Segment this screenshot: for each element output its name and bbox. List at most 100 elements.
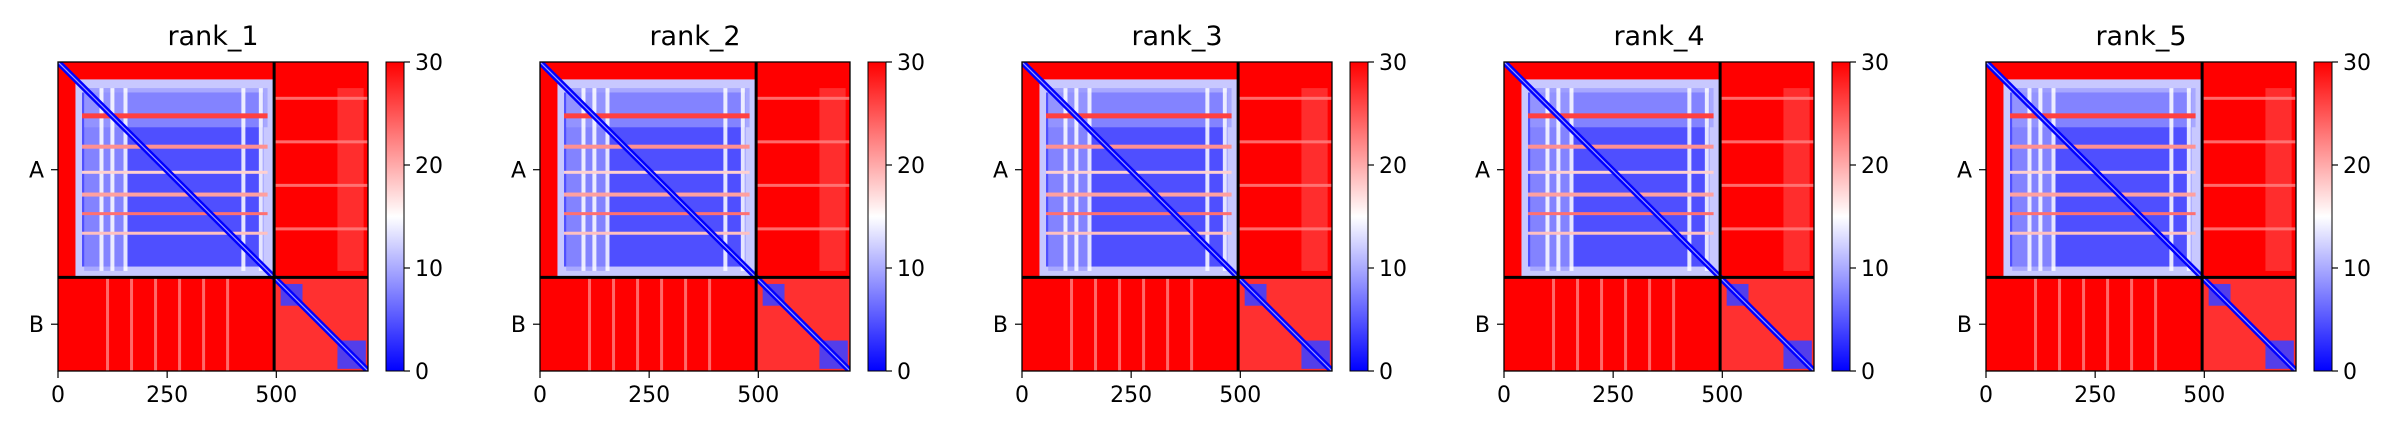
block-a-streak (1046, 113, 1232, 119)
offdiag-texture (2202, 96, 2296, 100)
x-tick-label: 500 (255, 383, 297, 408)
colorbar-tick-label: 30 (1379, 51, 1407, 76)
diagonal-highlight (1022, 62, 1332, 371)
block-a-white-col (1205, 88, 1210, 271)
heatmap-image (540, 62, 850, 371)
colorbar-tick-label: 30 (1861, 51, 1889, 76)
heatmap-image (1022, 62, 1332, 371)
block-a-white-col (1704, 88, 1709, 271)
block-a-white-col (1087, 88, 1092, 271)
offdiag-texture (1600, 277, 1604, 371)
block-a-white-col (241, 88, 246, 271)
chain-label: A (993, 159, 1008, 184)
colorbar-tick-label: 20 (1861, 154, 1889, 179)
block-a-streak (1528, 192, 1714, 197)
block-a-white-col (605, 88, 610, 271)
offdiag-texture (202, 277, 206, 371)
chain-label: B (29, 313, 44, 338)
panel-title: rank_4 (1613, 21, 1704, 52)
block-a-white-col (1074, 88, 1079, 271)
panel-3: rank_3 0 250 500 A B 0 10 20 30 (993, 21, 1407, 408)
block-a-white-col (1569, 88, 1574, 271)
colorbar-tick-label: 30 (897, 51, 925, 76)
offdiag-texture (2106, 277, 2110, 371)
offdiag-texture (1190, 277, 1194, 371)
block-a-streak (2010, 113, 2196, 119)
offdiag-texture (1720, 96, 1814, 100)
colorbar-tick-label: 0 (1379, 360, 1393, 385)
offdiag-texture (1552, 277, 1556, 371)
offdiag-texture (106, 277, 110, 371)
plot-frame (539, 61, 851, 372)
block-a-streak (82, 113, 268, 119)
x-tick-label: 250 (628, 383, 670, 408)
block-a-white-col (258, 88, 263, 271)
block-a-white-col (110, 88, 115, 271)
block-a-streak (564, 212, 750, 216)
block-a-streak (2010, 144, 2196, 149)
offdiag-texture (1094, 277, 1098, 371)
colorbar-tick-label: 0 (1861, 360, 1875, 385)
panel-5: rank_5 0 250 500 A B 0 10 20 30 (1957, 21, 2371, 408)
block-a-white-col (2038, 88, 2043, 271)
block-a-streak (1528, 231, 1714, 235)
panel-1: rank_1 0 250 500 A B 0 10 20 30 (29, 21, 443, 408)
colorbar (1349, 61, 1369, 372)
chain-label: B (511, 313, 526, 338)
plot-frame (57, 61, 369, 372)
chain-label: B (1475, 313, 1490, 338)
colorbar-tick-label: 0 (415, 360, 429, 385)
colorbar-tick-label: 0 (897, 360, 911, 385)
offdiag-texture (756, 183, 850, 187)
block-a-streak (1528, 144, 1714, 149)
offdiag-texture (274, 96, 368, 100)
offdiag-texture (1118, 277, 1122, 371)
block-a-streak (1046, 170, 1232, 174)
colorbar-tick-label: 20 (2343, 154, 2371, 179)
offdiag-texture (1238, 96, 1332, 100)
block-a-white-col (99, 88, 104, 271)
offdiag-texture (1142, 277, 1146, 371)
block-a-streak (1046, 231, 1232, 235)
panel-title: rank_1 (167, 21, 258, 52)
offdiag-texture (2034, 277, 2038, 371)
plot-frame (1021, 61, 1333, 372)
offdiag-texture (660, 277, 664, 371)
colorbar-tick-label: 20 (897, 154, 925, 179)
offdiag-texture (274, 227, 368, 231)
block-a-streak (564, 192, 750, 197)
offdiag-texture (274, 183, 368, 187)
block-a-white-col (1687, 88, 1692, 271)
plot-frame (1985, 61, 2297, 372)
colorbar-tick-label: 10 (897, 257, 925, 282)
x-tick-label: 250 (146, 383, 188, 408)
offdiag-texture (130, 277, 134, 371)
offdiag-texture (226, 277, 230, 371)
chain-label: A (29, 159, 44, 184)
block-a-streak (82, 231, 268, 235)
block-a-white-col (1063, 88, 1068, 271)
offdiag-texture (819, 88, 846, 271)
colorbar-tick-label: 20 (415, 154, 443, 179)
block-a-streak (82, 144, 268, 149)
x-tick-label: 500 (2183, 383, 2225, 408)
offdiag-texture (154, 277, 158, 371)
diagonal-highlight (1504, 62, 1814, 371)
panel-2: rank_2 0 250 500 A B 0 10 20 30 (511, 21, 925, 408)
block-a-white-col (1222, 88, 1227, 271)
block-a-streak (2010, 231, 2196, 235)
block-a-white-col (723, 88, 728, 271)
offdiag-texture (1301, 88, 1328, 271)
block-a-white-col (1556, 88, 1561, 271)
offdiag-texture (1624, 277, 1628, 371)
offdiag-texture (2202, 183, 2296, 187)
offdiag-texture (1720, 227, 1814, 231)
chain-label: A (1475, 159, 1490, 184)
offdiag-texture (2130, 277, 2134, 371)
x-tick-label: 500 (737, 383, 779, 408)
block-a-streak (564, 231, 750, 235)
x-tick-label: 250 (1592, 383, 1634, 408)
block-a-white-col (740, 88, 745, 271)
x-tick-label: 0 (51, 383, 65, 408)
diagonal-highlight (540, 62, 850, 371)
